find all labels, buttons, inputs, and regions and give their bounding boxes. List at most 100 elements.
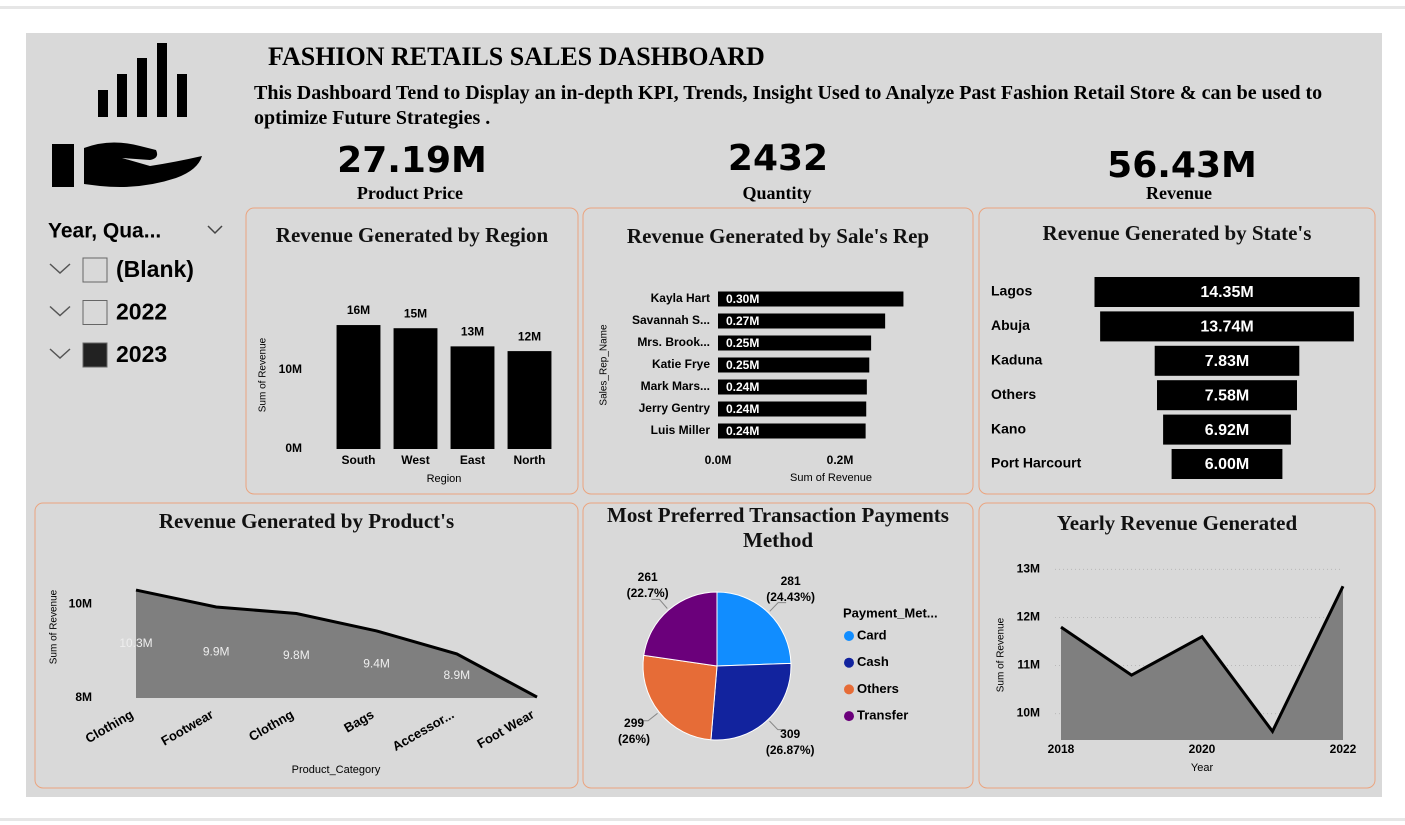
- slicer-expand[interactable]: [49, 348, 71, 360]
- logo: [52, 43, 202, 187]
- category-label: Lagos: [991, 283, 1032, 299]
- y-tick-label: 8M: [75, 690, 92, 704]
- x-tick-label: 2022: [1330, 742, 1357, 756]
- legend-title: Payment_Met...: [843, 605, 938, 620]
- x-tick-label: 2018: [1048, 742, 1075, 756]
- legend-swatch: [844, 657, 854, 668]
- y-tick-label: 10M: [1017, 706, 1040, 720]
- panels: [34, 207, 1376, 789]
- category-label: Others: [991, 386, 1036, 402]
- data-label: 7.83M: [1205, 353, 1249, 370]
- data-label: 12M: [518, 329, 541, 343]
- title-box: Yearly Revenue Generated: [1057, 511, 1297, 535]
- funnel-bar: [1094, 277, 1360, 307]
- axis-title: Sum of Revenue: [258, 337, 269, 412]
- data-label: 261: [638, 570, 658, 584]
- x-tick-label: North: [514, 453, 546, 467]
- category-label: Port Harcourt: [991, 455, 1082, 471]
- slicer-checkbox[interactable]: [82, 300, 108, 325]
- line: [135, 588, 538, 699]
- data-label: 0.25M: [726, 358, 759, 372]
- data-label: 13.74M: [1200, 319, 1253, 336]
- data-label: 6.00M: [1205, 456, 1249, 473]
- data-label: (24.43%): [766, 590, 815, 604]
- bottom-border: [0, 818, 1405, 821]
- slicer-item[interactable]: 2022: [116, 299, 167, 325]
- data-label: 9.9M: [203, 645, 230, 659]
- bar: [718, 291, 904, 307]
- data-label: 0.25M: [726, 336, 759, 350]
- leader-line: [651, 598, 668, 609]
- x-tick-label: West: [401, 453, 429, 467]
- y-tick-label: Mrs. Brook...: [637, 335, 710, 349]
- kpi-label: Product Price: [357, 183, 463, 203]
- bar: [718, 423, 866, 439]
- x-tick-label: East: [460, 453, 485, 467]
- chart-title: Revenue Generated by State's: [1042, 221, 1312, 245]
- legend-label: Card: [857, 627, 887, 642]
- data-label: 9.4M: [363, 657, 390, 671]
- data-label: 16M: [347, 303, 370, 317]
- title-box: Revenue Generated by Region: [275, 223, 549, 247]
- pie-slice: [643, 591, 718, 667]
- data-label: 9.8M: [283, 648, 310, 662]
- bar: [718, 313, 886, 329]
- axis-title: Sum of Revenue: [996, 617, 1007, 692]
- legend-swatch: [844, 684, 854, 695]
- x-tick-label: 0.2M: [827, 453, 854, 467]
- x-tick-label: South: [342, 453, 376, 467]
- slicer-expand[interactable]: [49, 263, 71, 275]
- y-tick-label: Savannah S...: [632, 313, 710, 327]
- category-label: Kano: [991, 420, 1026, 436]
- kpi-value: 27.19M: [337, 140, 487, 181]
- pie-slice: [716, 591, 792, 667]
- funnel-bar: [1157, 380, 1297, 411]
- slicer-checkbox[interactable]: [82, 342, 108, 368]
- data-label: 0.24M: [726, 380, 759, 394]
- data-label: 0.27M: [726, 314, 759, 328]
- data-label: 309: [780, 727, 800, 741]
- x-tick-label: 2020: [1189, 742, 1216, 756]
- pie-slice: [642, 654, 718, 741]
- legend-swatch: [844, 711, 854, 722]
- chart-title: Revenue Generated by Sale's Rep: [626, 224, 930, 248]
- y-tick-label: Katie Frye: [652, 357, 710, 371]
- data-label: 13M: [461, 325, 484, 339]
- y-tick-label: 11M: [1017, 658, 1040, 672]
- data-label: 6.92M: [1205, 422, 1249, 439]
- slicer-item[interactable]: (Blank): [116, 256, 194, 282]
- y-tick-label: Kayla Hart: [651, 291, 710, 305]
- category-label: Abuja: [991, 317, 1030, 333]
- axis-title: Product_Category: [292, 764, 381, 776]
- data-label: 0.24M: [726, 402, 759, 416]
- axis-title: Region: [427, 473, 462, 485]
- x-tick-label: 0.0M: [705, 453, 732, 467]
- area: [1061, 586, 1343, 740]
- data-label: 7.58M: [1205, 387, 1249, 404]
- slicer-dropdown[interactable]: [207, 225, 223, 235]
- legend-label: Transfer: [857, 708, 908, 723]
- bar: [718, 357, 870, 373]
- subtitle-box: This Dashboard Tend to Display an in-dep…: [254, 82, 1322, 129]
- slicer-checkbox[interactable]: [82, 257, 108, 283]
- y-tick-label: 10M: [69, 596, 92, 610]
- data-label: 10.3M: [119, 636, 152, 650]
- bar: [336, 325, 381, 449]
- leader-line: [769, 602, 787, 612]
- kpi-value: 2432: [728, 138, 828, 179]
- data-label: 14.35M: [1200, 284, 1253, 301]
- data-label: (26.87%): [766, 743, 815, 757]
- data-label: (26%): [618, 732, 650, 746]
- legend-swatch: [844, 631, 854, 641]
- slicer-expand[interactable]: [49, 305, 71, 317]
- chart-title: Revenue Generated by Region: [275, 223, 549, 247]
- slicer-item[interactable]: 2023: [116, 341, 167, 367]
- chart-title: Revenue Generated by Product's: [158, 509, 455, 533]
- data-label: 299: [624, 716, 644, 730]
- funnel-bar: [1100, 311, 1354, 342]
- y-tick-label: 12M: [1017, 610, 1040, 624]
- legend-label: Others: [857, 681, 899, 696]
- title-box: Revenue Generated by State's: [1042, 221, 1312, 245]
- slicer-title: Year, Qua...: [48, 220, 161, 243]
- y-tick-label: Mark Mars...: [641, 379, 710, 393]
